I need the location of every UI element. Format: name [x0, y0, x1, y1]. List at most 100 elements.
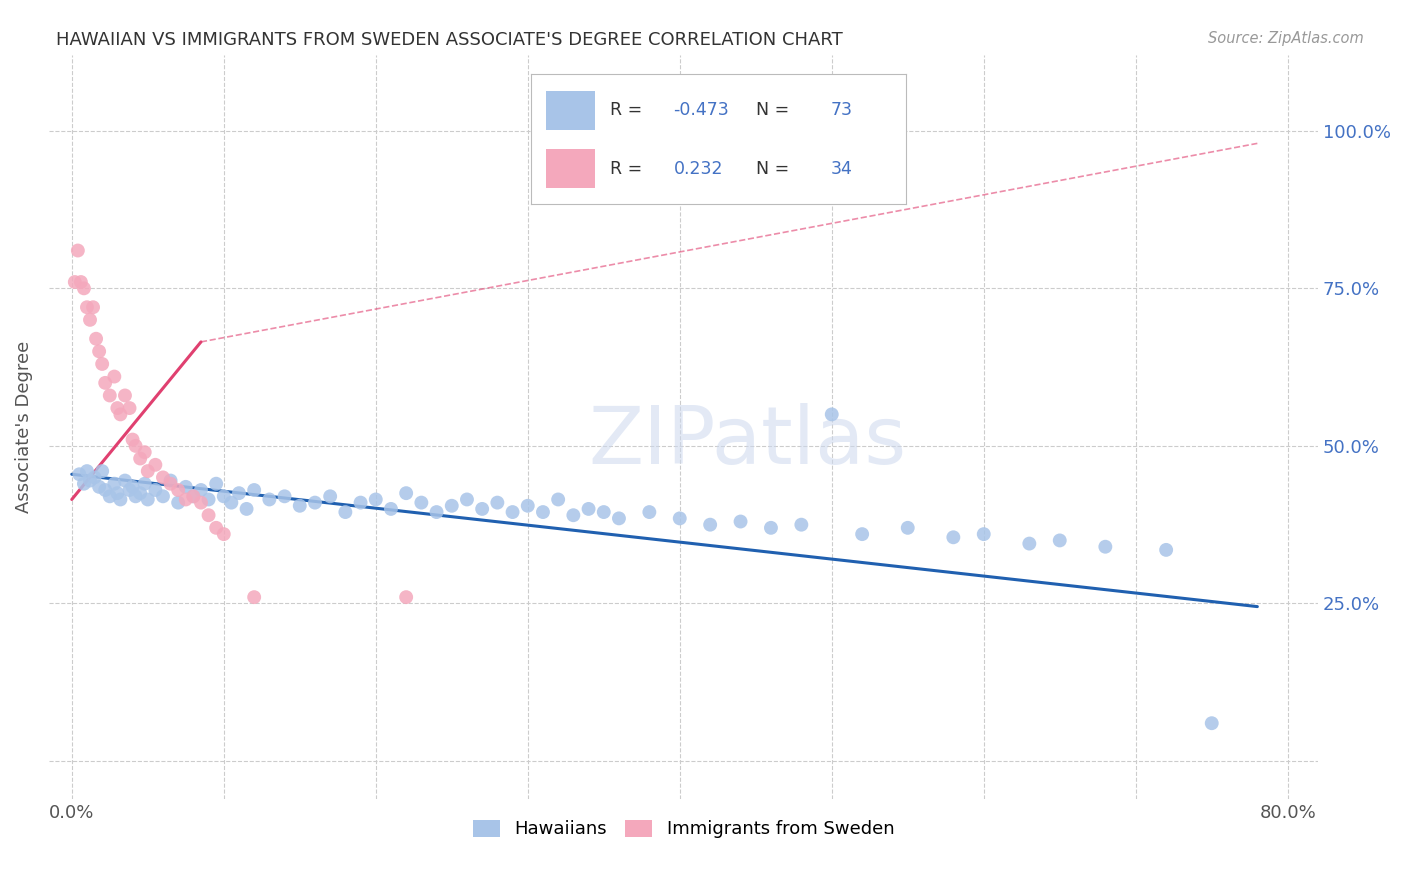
Point: [1018, 536, 1040, 550]
Point: [1154, 542, 1177, 557]
Point: [105, 401, 128, 415]
Point: [103, 369, 125, 384]
Point: [103, 476, 125, 491]
Point: [183, 489, 205, 503]
Point: [63, 275, 86, 289]
Point: [70, 275, 93, 289]
Point: [516, 499, 538, 513]
Point: [84, 332, 107, 346]
Point: [197, 492, 219, 507]
Point: [547, 492, 569, 507]
Point: [380, 502, 402, 516]
Point: [205, 521, 228, 535]
Text: ZIPatlas: ZIPatlas: [588, 403, 905, 481]
Point: [159, 476, 181, 491]
Point: [638, 505, 661, 519]
Point: [471, 502, 494, 516]
Point: [98, 388, 121, 402]
Point: [304, 495, 326, 509]
Point: [699, 517, 721, 532]
Point: [145, 483, 167, 497]
Point: [110, 492, 132, 507]
Point: [364, 492, 387, 507]
Point: [607, 511, 630, 525]
Point: [440, 499, 463, 513]
Point: [349, 495, 371, 509]
Point: [145, 458, 167, 472]
Point: [243, 590, 266, 604]
Point: [152, 489, 174, 503]
Point: [83, 470, 105, 484]
Point: [94, 376, 117, 390]
Point: [91, 357, 114, 371]
Point: [121, 433, 143, 447]
Point: [73, 281, 96, 295]
Point: [228, 486, 250, 500]
Text: HAWAIIAN VS IMMIGRANTS FROM SWEDEN ASSOCIATE'S DEGREE CORRELATION CHART: HAWAIIAN VS IMMIGRANTS FROM SWEDEN ASSOC…: [56, 31, 844, 49]
Point: [212, 489, 235, 503]
Point: [174, 480, 197, 494]
Point: [759, 521, 782, 535]
Point: [897, 521, 920, 535]
Point: [205, 476, 228, 491]
Point: [425, 505, 447, 519]
Point: [89, 480, 111, 494]
Point: [592, 505, 614, 519]
Point: [110, 408, 132, 422]
Legend: Hawaiians, Immigrants from Sweden: Hawaiians, Immigrants from Sweden: [465, 813, 901, 846]
Point: [114, 474, 136, 488]
Point: [152, 470, 174, 484]
Point: [82, 300, 104, 314]
Point: [790, 517, 813, 532]
Point: [67, 467, 90, 482]
Point: [288, 499, 311, 513]
Point: [851, 527, 873, 541]
Point: [1201, 716, 1223, 731]
Point: [942, 530, 965, 544]
Point: [973, 527, 995, 541]
Point: [190, 495, 212, 509]
Point: [1049, 533, 1071, 548]
Point: [118, 483, 141, 497]
Point: [94, 483, 117, 497]
Point: [167, 495, 190, 509]
Text: Source: ZipAtlas.com: Source: ZipAtlas.com: [1208, 31, 1364, 46]
Y-axis label: Associate's Degree: Associate's Degree: [15, 341, 32, 513]
Point: [91, 464, 114, 478]
Point: [502, 505, 524, 519]
Point: [124, 489, 146, 503]
Point: [395, 486, 418, 500]
Point: [821, 408, 844, 422]
Point: [136, 464, 159, 478]
Point: [395, 590, 418, 604]
Point: [174, 492, 197, 507]
Point: [259, 492, 281, 507]
Point: [98, 489, 121, 503]
Point: [730, 515, 752, 529]
Point: [221, 495, 243, 509]
Point: [134, 476, 156, 491]
Point: [668, 511, 690, 525]
Point: [89, 344, 111, 359]
Point: [319, 489, 342, 503]
Point: [243, 483, 266, 497]
Point: [212, 527, 235, 541]
Point: [118, 401, 141, 415]
Point: [235, 502, 257, 516]
Point: [114, 388, 136, 402]
Point: [183, 489, 205, 503]
Point: [562, 508, 585, 523]
Point: [411, 495, 433, 509]
Point: [121, 480, 143, 494]
Point: [167, 483, 190, 497]
Point: [105, 486, 128, 500]
Point: [1094, 540, 1116, 554]
Point: [129, 451, 152, 466]
Point: [76, 300, 98, 314]
Point: [335, 505, 357, 519]
Point: [273, 489, 295, 503]
Point: [124, 439, 146, 453]
Point: [134, 445, 156, 459]
Point: [73, 476, 96, 491]
Point: [456, 492, 478, 507]
